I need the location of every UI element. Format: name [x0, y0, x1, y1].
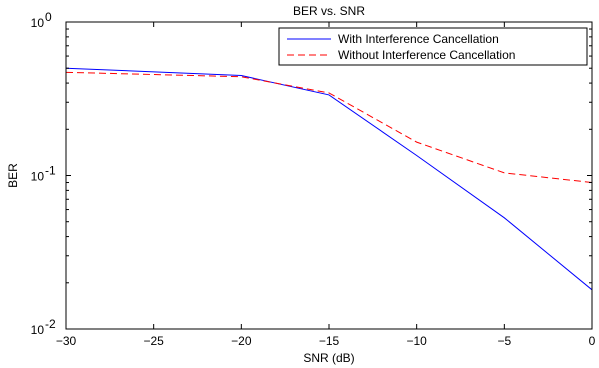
legend-label-2: Without Interference Cancellation	[338, 48, 515, 62]
y-tick-label-exponent: 0	[45, 10, 52, 24]
legend: With Interference Cancellation Without In…	[278, 27, 588, 66]
x-tick-label: −15	[319, 334, 340, 348]
x-axis-title: SNR (dB)	[303, 351, 354, 365]
series-line-1	[66, 67, 592, 291]
x-tick-label: −10	[406, 334, 427, 348]
y-tick-label-exponent: -1	[45, 164, 56, 178]
x-tick-label: −30	[56, 334, 77, 348]
x-tick-label: −25	[143, 334, 164, 348]
y-axis-title: BER	[6, 163, 20, 188]
x-tick-label: −5	[497, 334, 511, 348]
x-tick-label: 0	[589, 334, 596, 348]
y-tick-label-exponent: -2	[45, 317, 56, 331]
plot-area	[65, 21, 593, 330]
x-tick-label: −20	[231, 334, 252, 348]
legend-label-1: With Interference Cancellation	[338, 32, 499, 46]
plot-background	[66, 22, 592, 329]
legend-box	[278, 27, 588, 66]
y-tick-label: 10	[31, 170, 45, 184]
series-line-2	[66, 71, 592, 184]
chart-title: BER vs. SNR	[293, 4, 365, 18]
y-tick-label: 10	[31, 16, 45, 30]
series-group	[66, 67, 592, 291]
y-tick-label: 10	[31, 323, 45, 337]
